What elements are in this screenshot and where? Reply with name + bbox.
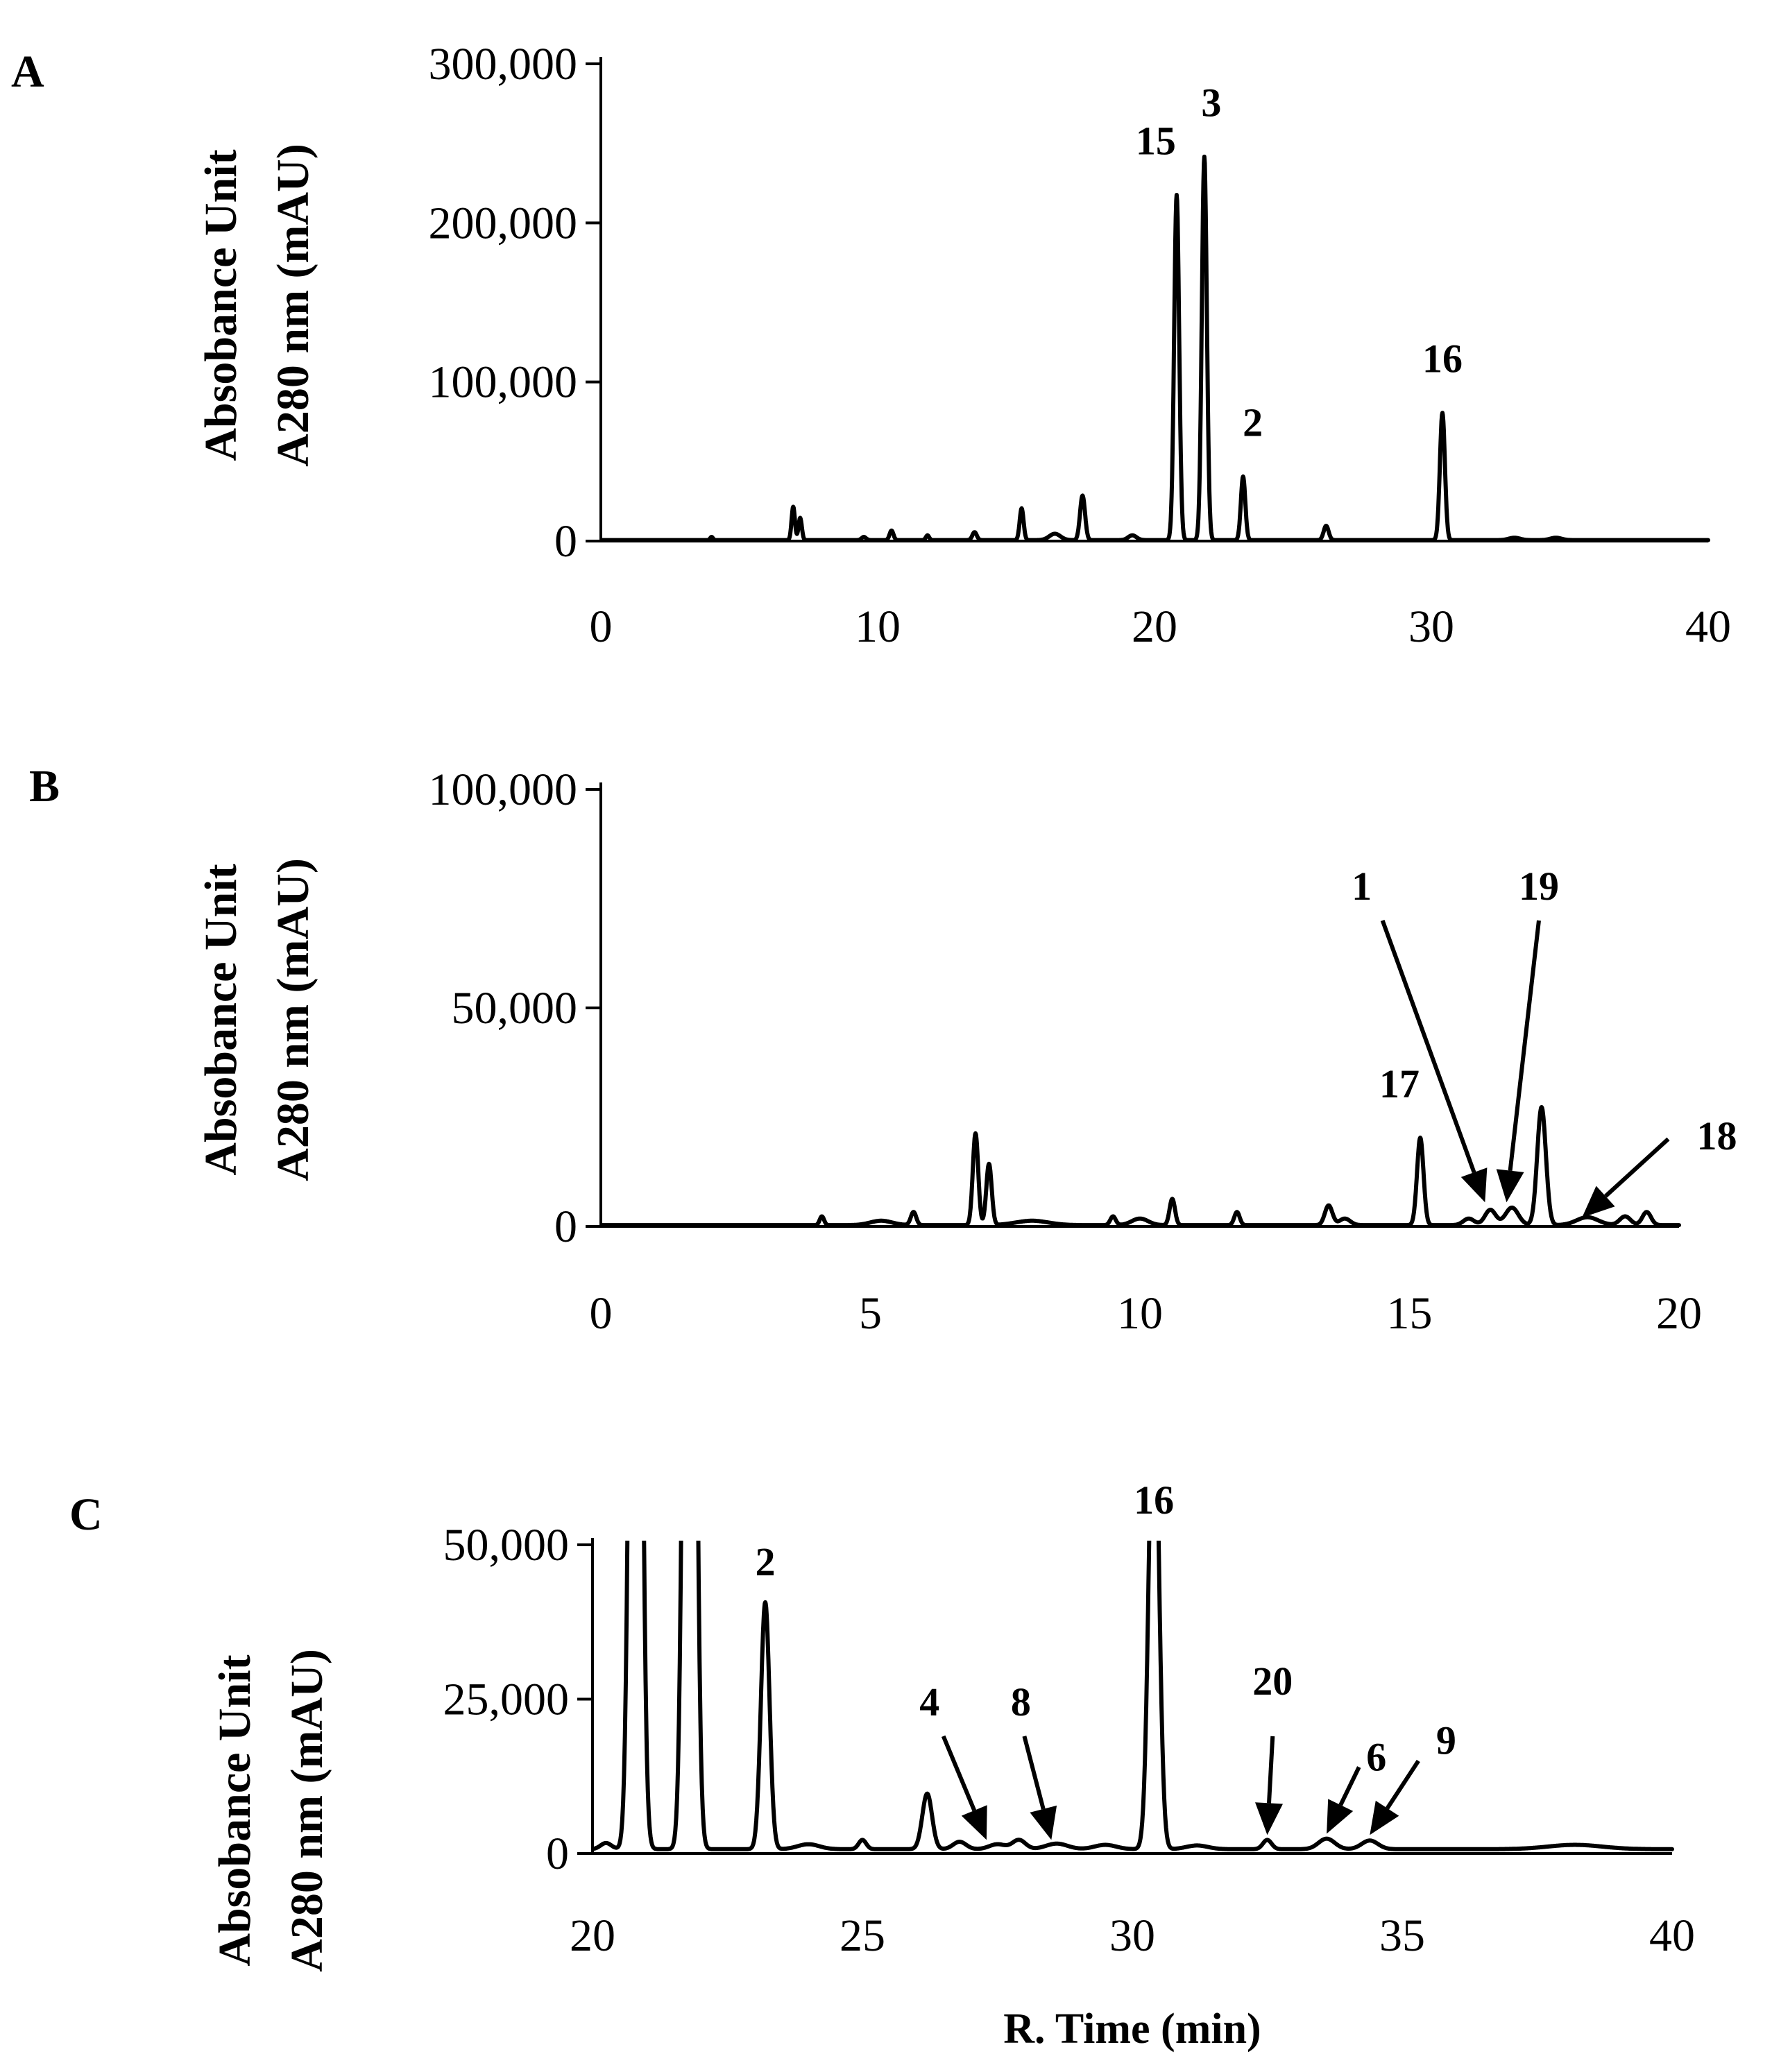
annotation-arrow-head	[1030, 1805, 1057, 1840]
y-axis-title-line: Absobance Unit	[196, 864, 246, 1175]
panel-b: B Absobance Unit A280 nm (mAU) 0 50,000 100,0…	[29, 761, 1737, 1339]
x-tick-label: 0	[590, 601, 613, 652]
annotation-arrow-head	[961, 1805, 987, 1840]
peak-label: 4	[919, 1679, 939, 1724]
annotation-arrow-shaft	[1604, 1137, 1670, 1198]
annotation-arrow-shaft	[1267, 1736, 1275, 1804]
peak-label: 18	[1696, 1113, 1737, 1158]
y-tick-label: 50,000	[452, 983, 578, 1034]
peak-label: 19	[1519, 864, 1559, 909]
y-tick-label: 0	[554, 1201, 577, 1252]
x-tick-label: 20	[1656, 1288, 1702, 1339]
x-tick-label: 35	[1379, 1910, 1425, 1961]
x-tick-label: 30	[1109, 1910, 1155, 1961]
y-tick-label: 100,000	[429, 764, 578, 815]
peak-label: 16	[1422, 336, 1463, 382]
chromatogram-trace	[599, 154, 1710, 542]
annotation-arrow-head	[1496, 1169, 1524, 1203]
y-axis-title-line: A280 nm (mAU)	[282, 1649, 332, 1972]
chromatogram-trace	[591, 1541, 1674, 1851]
y-axis-title-line: Absobance Unit	[196, 149, 246, 461]
y-axis-title-line: Absobance Unit	[210, 1654, 260, 1966]
y-tick-label: 300,000	[429, 39, 578, 89]
annotation-arrow-head	[1327, 1799, 1354, 1834]
y-tick-label: 200,000	[429, 198, 578, 248]
y-tick-label: 50,000	[443, 1520, 570, 1570]
x-tick-label: 20	[1132, 601, 1177, 652]
peak-label: 3	[1201, 80, 1221, 125]
panel-letter: B	[29, 761, 60, 812]
x-tick-label: 5	[859, 1288, 882, 1339]
panel-c: C Absobance Unit A280 nm (mAU) 0 25,000 50,00…	[69, 1478, 1695, 2053]
peak-label: 6	[1366, 1734, 1386, 1779]
x-tick-label: 40	[1649, 1910, 1695, 1961]
annotation-arrow-head	[1582, 1185, 1615, 1218]
panel-letter: A	[11, 46, 44, 97]
x-tick-label: 10	[1117, 1288, 1163, 1339]
x-tick-label: 30	[1408, 601, 1454, 652]
y-axis-title-line: A280 nm (mAU)	[268, 858, 318, 1181]
annotation-arrow-head	[1370, 1800, 1399, 1835]
annotation-arrow-shaft	[1338, 1766, 1361, 1806]
panel-a: A Absobance Unit A280 nm (mAU) 0 100,000 200,…	[11, 39, 1731, 652]
panel-letter: C	[69, 1489, 103, 1540]
peak-label: 2	[1243, 400, 1263, 445]
x-axis-title: R. Time (min)	[1003, 2005, 1261, 2053]
peak-label: 2	[755, 1539, 775, 1584]
y-axis-title-line: A280 nm (mAU)	[268, 144, 318, 467]
x-tick-label: 15	[1387, 1288, 1433, 1339]
peak-label: 9	[1436, 1718, 1456, 1763]
peak-label: 1	[1352, 864, 1372, 909]
x-tick-label: 40	[1685, 601, 1731, 652]
chromatogram-trace	[599, 1105, 1681, 1228]
annotation-arrow-shaft	[1508, 920, 1541, 1171]
x-tick-label: 20	[570, 1910, 615, 1961]
annotation-arrow-head	[1255, 1802, 1283, 1835]
x-tick-label: 0	[590, 1288, 613, 1339]
x-tick-label: 25	[840, 1910, 885, 1961]
y-tick-label: 25,000	[443, 1675, 570, 1725]
annotation-arrow-head	[1460, 1167, 1488, 1203]
x-tick-label: 10	[855, 601, 901, 652]
annotation-arrow-shaft	[1386, 1759, 1420, 1810]
annotation-arrow-shaft	[1380, 919, 1476, 1174]
annotation-arrow-shaft	[941, 1735, 977, 1812]
peak-label: 20	[1252, 1659, 1293, 1704]
peak-label: 16	[1134, 1478, 1174, 1523]
y-tick-label: 0	[554, 516, 577, 567]
peak-label: 8	[1011, 1679, 1031, 1724]
y-tick-label: 0	[546, 1829, 569, 1879]
peak-label: 15	[1136, 118, 1176, 163]
annotation-arrow-shaft	[1022, 1736, 1046, 1810]
peak-label: 17	[1379, 1061, 1420, 1106]
y-tick-label: 100,000	[429, 357, 578, 408]
